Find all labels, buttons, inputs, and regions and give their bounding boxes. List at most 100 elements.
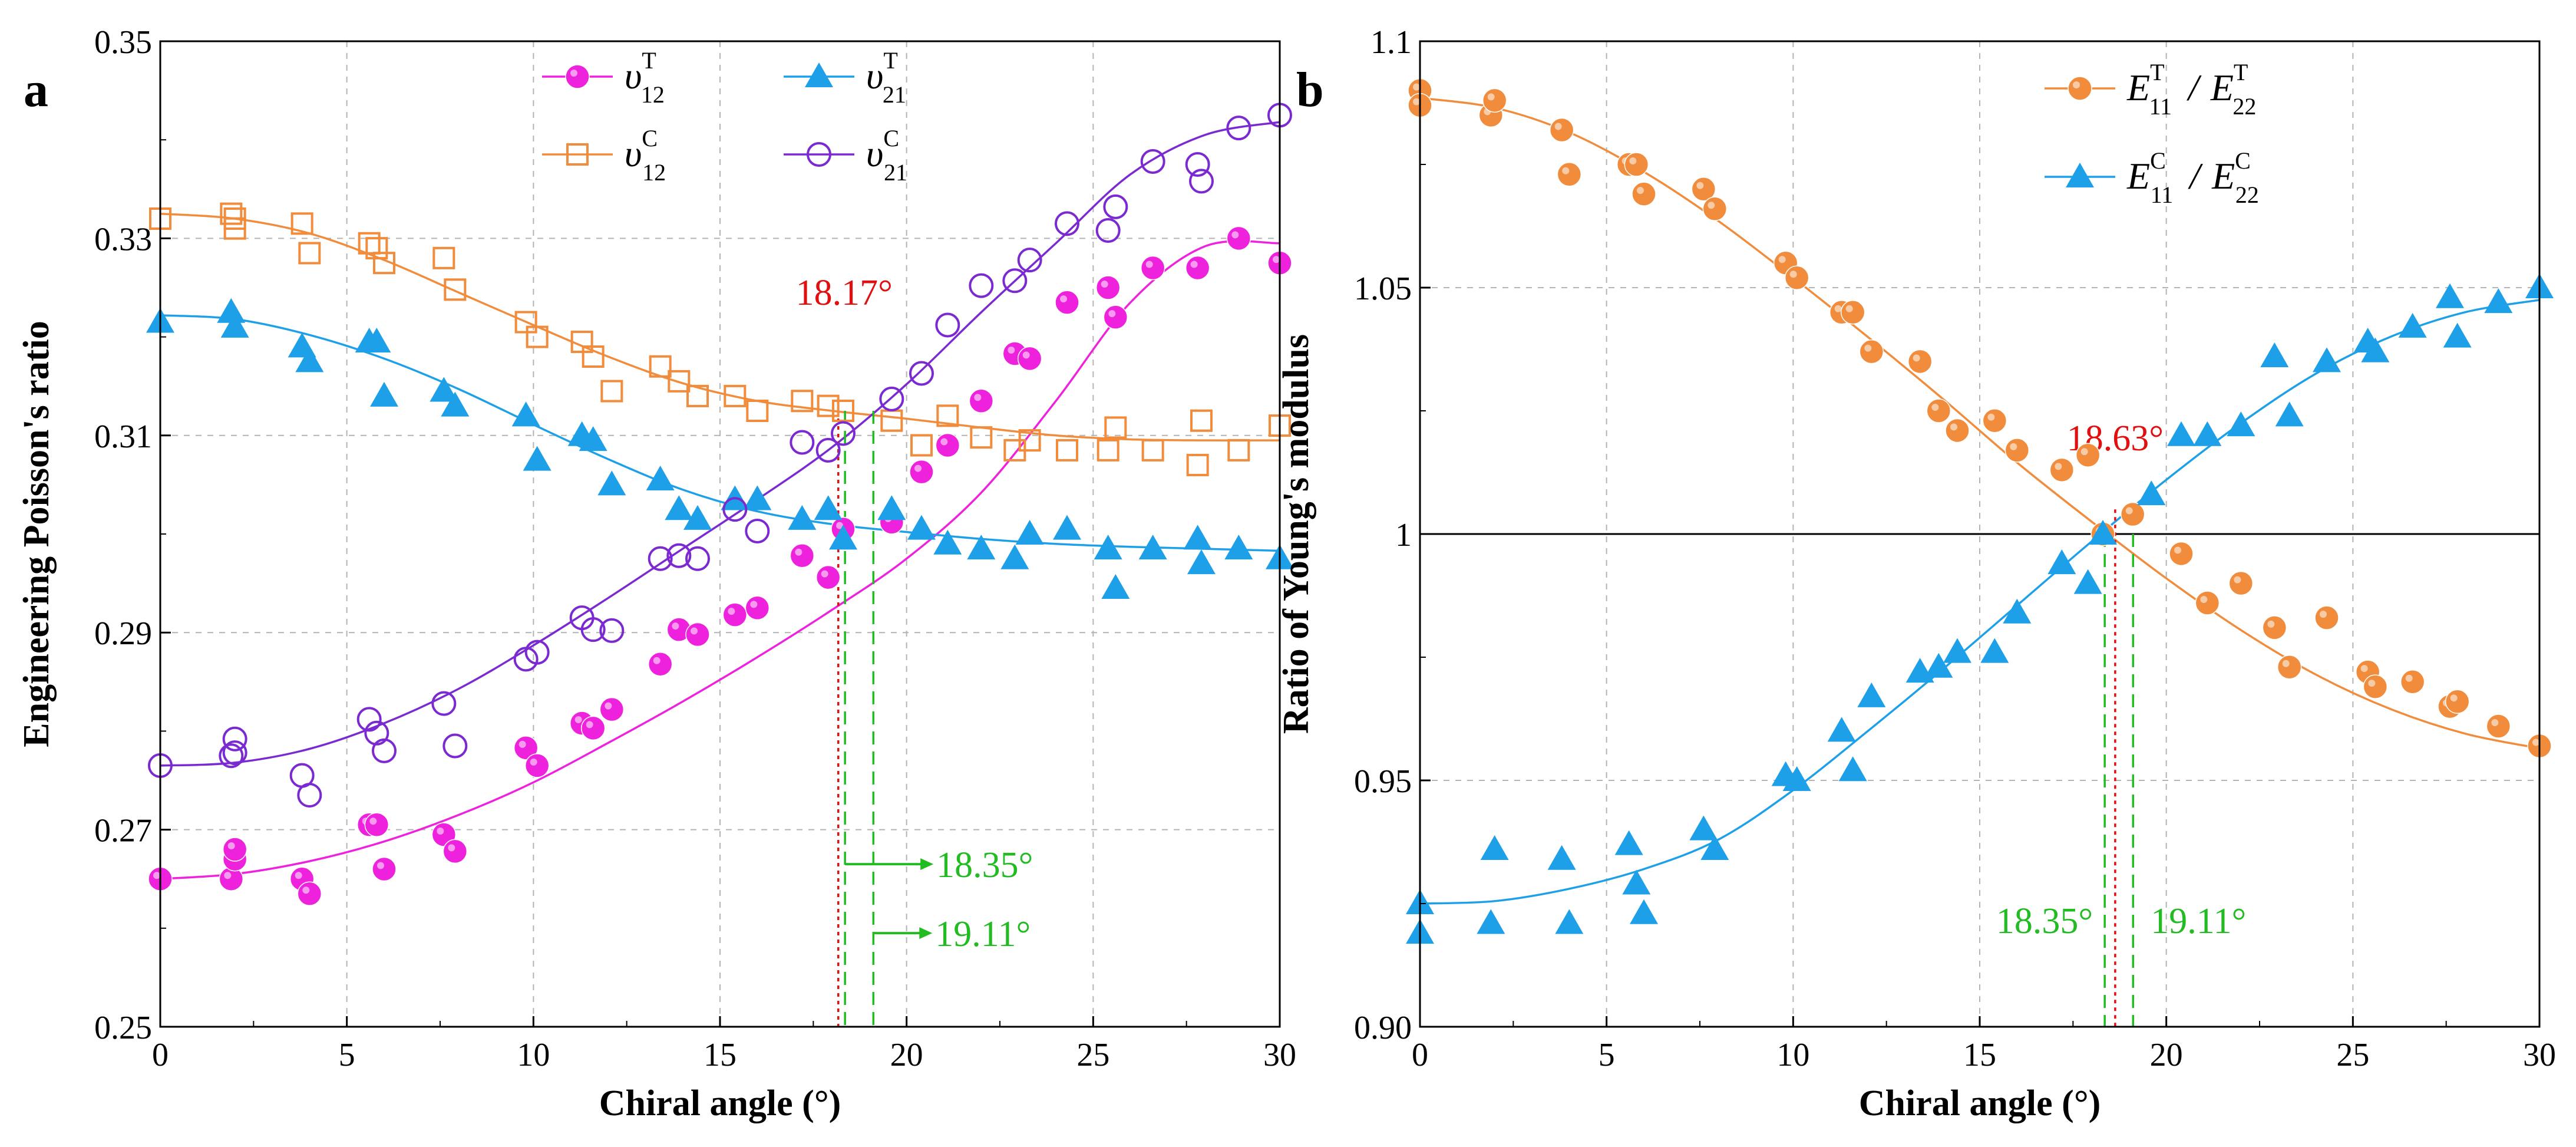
data-point-ET-highlight [1629,157,1637,164]
data-point-v12T-highlight [914,464,922,472]
x-tick-label: 15 [704,1037,737,1073]
data-point-ET [2363,674,2388,699]
data-point-v21C [372,738,397,763]
legend-label: υT 21 [866,47,906,108]
data-point-ET-highlight [2360,665,2368,673]
data-point-EC [1630,899,1658,924]
data-point-EC [2260,342,2289,368]
legend-marker [805,62,833,87]
data-point-ET-highlight [1931,404,1939,411]
data-point-v21C [935,312,960,338]
marker-label-1: 18.35° [1996,901,2093,941]
x-tick-label: 5 [1599,1037,1615,1073]
data-point-EC [2089,520,2117,545]
data-point-ET-highlight [1554,123,1562,130]
data-point-EC [2436,283,2464,308]
data-point-ET [2400,670,2425,694]
y-tick-label: 1 [1395,517,1412,553]
marker-arrow-1-head [920,858,934,871]
x-tick-label: 0 [152,1037,169,1073]
data-point-v12T [790,543,815,568]
data-point-v12C [358,232,381,255]
data-point-v12C [724,384,747,407]
fit-curve-v21T [160,314,1280,552]
data-point-v21C [745,518,770,543]
y-tick-label: 0.95 [1354,763,1412,800]
x-tick-label: 15 [1963,1037,1996,1073]
data-point-v12T-highlight [448,844,455,852]
data-point-EC [1547,845,1576,870]
data-point-v12T-highlight [672,622,679,630]
data-point-v21C [1055,211,1079,236]
data-point-ET [2120,502,2145,527]
legend-entry-v21T: υT 21 [784,47,906,108]
marker-label-2: 19.11° [2151,901,2246,941]
data-point-ET-highlight [2320,611,2327,618]
fit-curve-v21C [160,121,1280,767]
y-tick-label: 0.27 [94,813,152,849]
panel-a-ticks: 0 5 10 15 20 25 30 0.25 0.27 0.29 0.31 0.33 0.35 [94,24,1296,1073]
data-point-ET-highlight [2080,448,2088,456]
data-point-ET-highlight [2174,546,2181,554]
data-point-v21T [1053,515,1081,540]
data-point-v12T-highlight [1190,261,1198,268]
data-point-v12T-highlight [586,721,593,729]
data-point-v12C [832,400,854,422]
data-point-ET [1557,161,1582,187]
data-point-EC [1614,830,1643,855]
data-point-v12T [524,753,550,778]
data-point-EC [1689,815,1718,841]
data-point-v12C [791,390,814,413]
data-point-v21T [933,529,962,555]
y-tick-label: 0.29 [94,615,152,652]
data-point-v12T [648,651,673,677]
data-point-v12C [1227,439,1250,462]
data-point-ET [1840,300,1865,325]
data-point-v12T-highlight [691,627,698,635]
data-point-EC [1555,909,1584,934]
data-point-v21C [1095,218,1121,243]
data-point-v12T-highlight [605,702,612,710]
data-point-v21C [364,720,389,746]
data-point-v12C [817,394,840,417]
data-point-EC [2398,312,2427,338]
data-point-v12C [910,434,933,457]
data-point-v21C [1002,268,1028,294]
data-point-v12T-highlight [750,601,758,608]
legend-label: υT 12 [625,47,665,108]
data-point-ET-highlight [2368,680,2376,687]
data-point-ET-highlight [2491,719,2499,727]
data-point-v12C [746,400,769,422]
panel-b-fit-curves [1419,97,2540,905]
data-point-v21T [877,495,906,520]
data-point-v21T [441,391,470,417]
y-tick-label: 0.35 [94,24,152,61]
data-point-ET-highlight [2405,674,2413,682]
y-tick-label: 1.1 [1370,24,1412,61]
legend-marker [565,64,590,89]
data-point-ET-highlight [1864,344,1872,352]
x-tick-label: 30 [1263,1037,1296,1073]
data-point-EC [2193,421,2222,446]
data-point-EC [1480,835,1509,861]
data-point-ET-highlight [1413,83,1420,91]
data-point-v12T [372,856,397,882]
data-point-v21C [685,546,710,571]
data-point-ET-highlight [1845,305,1853,312]
data-point-v12T-highlight [1008,347,1015,354]
data-point-ET [2486,714,2511,739]
y-tick-label: 0.33 [94,221,152,258]
data-point-ET [2195,591,2220,615]
panel-a: 18.17°18.35°19.11° 0 5 10 15 20 25 300.250.270… [16,24,1296,1123]
data-point-ET-highlight [1487,93,1495,101]
data-point-v21C [431,691,457,716]
data-point-v21C [1185,152,1210,177]
data-point-ET [2445,689,2470,714]
series-EC [1406,273,2554,944]
data-point-ET-highlight [2125,507,2133,515]
fit-curve-v12C [160,212,1280,442]
data-point-v12T-highlight [1108,310,1116,318]
data-point-EC [2313,347,2341,373]
